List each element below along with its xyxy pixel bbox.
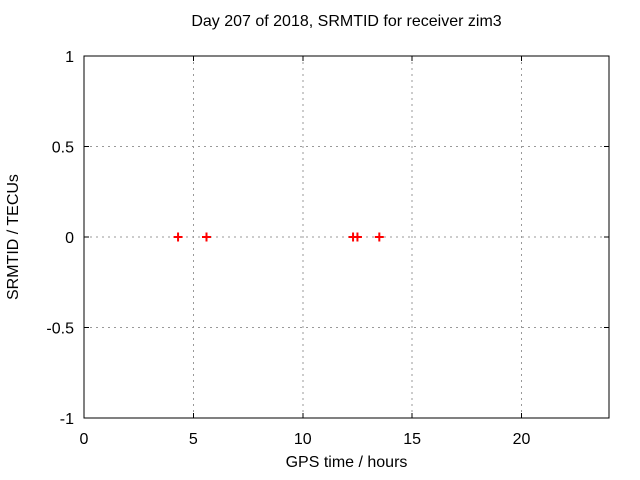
y-tick-label: 1	[65, 49, 74, 66]
x-axis-label: GPS time / hours	[285, 454, 408, 471]
y-tick-label: -0.5	[46, 321, 74, 338]
chart-title: Day 207 of 2018, SRMTID for receiver zim…	[191, 13, 502, 30]
x-tick-label: 5	[189, 431, 198, 448]
x-tick-label: 0	[80, 431, 89, 448]
x-tick-label: 15	[403, 431, 421, 448]
y-tick-label: 0	[65, 230, 74, 247]
x-tick-label: 20	[513, 431, 531, 448]
y-tick-label: 0.5	[52, 140, 74, 157]
x-tick-label: 10	[294, 431, 312, 448]
y-tick-label: -1	[60, 411, 74, 428]
